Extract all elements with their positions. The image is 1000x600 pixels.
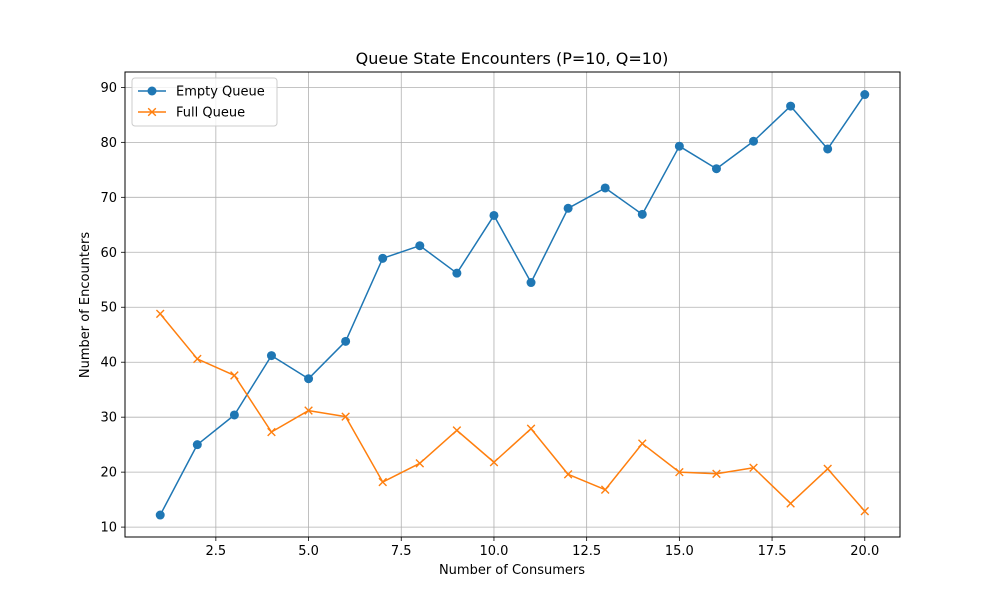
data-point-full-queue — [489, 457, 499, 467]
y-tick-label: 20 — [100, 466, 117, 481]
data-point-empty-queue — [155, 510, 165, 520]
data-point-full-queue — [637, 439, 647, 448]
data-point-full-queue — [378, 477, 388, 487]
grid — [125, 72, 900, 537]
data-point-full-queue — [823, 464, 832, 474]
data-point-full-queue — [452, 426, 462, 435]
series-empty-queue — [155, 90, 870, 520]
data-point-empty-queue — [860, 90, 870, 100]
data-point-full-queue — [563, 470, 573, 479]
data-point-empty-queue — [711, 164, 721, 174]
x-axis-label: Number of Consumers — [439, 563, 585, 578]
data-point-empty-queue — [637, 209, 647, 219]
data-point-full-queue — [341, 412, 350, 421]
series-full-queue — [155, 309, 870, 516]
x-tick-label: 15.0 — [665, 544, 694, 559]
y-tick-label: 40 — [100, 356, 117, 371]
legend-x-marker — [147, 107, 157, 117]
data-point-empty-queue — [563, 203, 573, 213]
x-tick-label: 2.5 — [206, 544, 227, 559]
data-point-empty-queue — [304, 374, 314, 384]
data-point-empty-queue — [600, 183, 610, 193]
y-tick-label: 60 — [100, 246, 117, 261]
data-point-full-queue — [267, 427, 276, 437]
data-point-empty-queue — [749, 136, 759, 146]
y-tick-label: 80 — [100, 136, 117, 151]
data-point-full-queue — [155, 309, 165, 319]
series-line-empty-queue — [159, 94, 866, 516]
data-point-empty-queue — [526, 278, 536, 288]
data-point-full-queue — [230, 371, 239, 380]
data-point-full-queue — [712, 469, 721, 479]
data-point-empty-queue — [674, 141, 684, 151]
data-point-empty-queue — [415, 241, 425, 251]
data-point-full-queue — [526, 424, 536, 434]
data-point-empty-queue — [452, 268, 462, 278]
data-point-full-queue — [675, 467, 684, 477]
y-tick-label: 70 — [100, 191, 117, 206]
data-point-empty-queue — [341, 336, 351, 346]
data-point-empty-queue — [489, 210, 499, 220]
axis-ticks: 2.5 5.0 7.5 10.0 12.5 15.0 17.5 20.0 10 20 30 40 50 6… — [100, 81, 879, 559]
y-tick-label: 90 — [100, 81, 117, 96]
x-tick-label: 20.0 — [850, 544, 879, 559]
y-axis-label: Number of Encounters — [78, 232, 93, 378]
legend: Empty Queue Full Queue — [131, 77, 278, 127]
y-tick-label: 10 — [100, 521, 117, 536]
x-tick-label: 10.0 — [479, 544, 508, 559]
legend-label-full-queue: Full Queue — [176, 106, 245, 121]
data-point-full-queue — [600, 485, 610, 495]
chart-title: Queue State Encounters (P=10, Q=10) — [356, 49, 669, 68]
legend-box — [131, 77, 278, 127]
plot-area-frame — [124, 71, 901, 538]
data-point-full-queue — [786, 499, 795, 508]
data-point-full-queue — [415, 459, 425, 468]
series-group — [155, 90, 870, 520]
data-point-empty-queue — [378, 253, 388, 263]
data-point-empty-queue — [192, 440, 202, 450]
data-point-full-queue — [304, 406, 313, 415]
data-point-empty-queue — [786, 101, 796, 111]
x-tick-label: 12.5 — [572, 544, 601, 559]
x-tick-label: 7.5 — [391, 544, 412, 559]
y-tick-label: 50 — [100, 301, 117, 316]
x-tick-label: 17.5 — [758, 544, 787, 559]
legend-label-empty-queue: Empty Queue — [176, 85, 265, 100]
data-point-empty-queue — [266, 351, 276, 361]
data-point-full-queue — [193, 354, 202, 364]
data-point-empty-queue — [823, 144, 833, 154]
data-point-empty-queue — [229, 410, 239, 420]
legend-marker-full-queue — [147, 107, 157, 117]
data-point-full-queue — [860, 506, 870, 516]
series-line-full-queue — [159, 313, 866, 512]
data-point-full-queue — [749, 463, 758, 473]
x-tick-label: 5.0 — [298, 544, 319, 559]
y-tick-label: 30 — [100, 411, 117, 426]
legend-marker-empty-queue — [147, 86, 157, 96]
